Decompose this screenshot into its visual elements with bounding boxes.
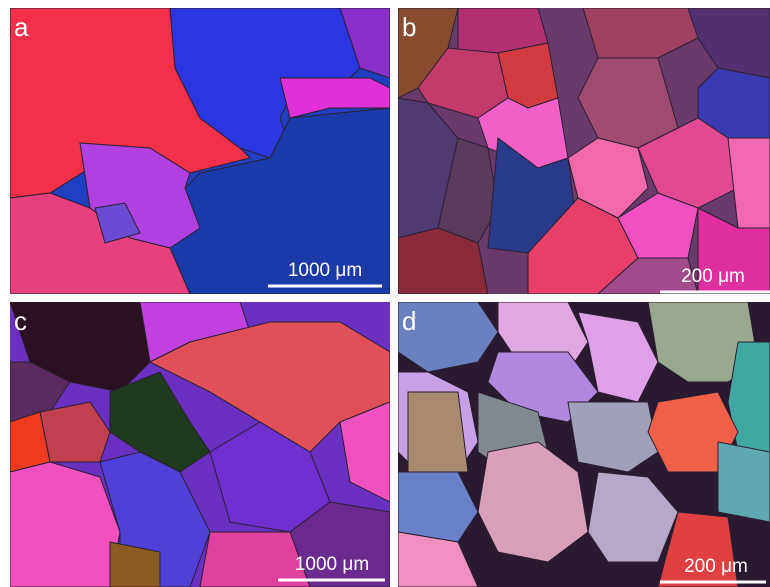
scale-bar-label: 1000 μm [288, 260, 362, 281]
grain [568, 402, 658, 472]
panel-label: d [402, 306, 416, 336]
grains [10, 8, 390, 294]
panel-b: b 200 μm [398, 8, 770, 294]
page: a 1000 μm b 200 μm [0, 0, 770, 587]
panel-label: b [402, 12, 416, 42]
panel-c: c 1000 μm [10, 302, 390, 587]
panel-d: d 200 μm [398, 302, 770, 587]
panel-label: c [14, 306, 27, 336]
scale-bar-label: 200 μm [681, 266, 745, 287]
figure: a 1000 μm b 200 μm [0, 0, 770, 587]
panel-label: a [14, 12, 29, 42]
panel-a: a 1000 μm [10, 8, 390, 294]
scale-bar-label: 1000 μm [295, 554, 369, 575]
grain [408, 392, 468, 472]
scale-bar-label: 200 μm [684, 556, 748, 577]
grain [718, 442, 770, 522]
